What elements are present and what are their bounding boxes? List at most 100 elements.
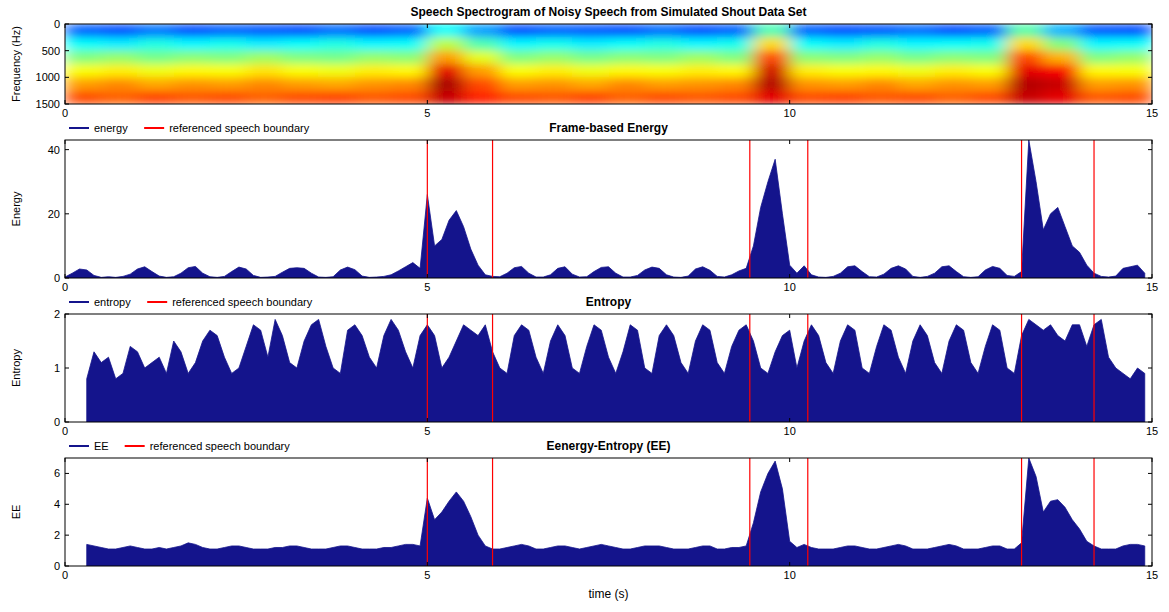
x-tick	[789, 274, 790, 278]
cell	[210, 91, 247, 104]
cell	[101, 24, 138, 38]
cell	[898, 91, 935, 104]
cell	[790, 91, 827, 104]
y-axis-title: Frequency (Hz)	[10, 26, 22, 102]
cell	[1043, 24, 1080, 38]
boundary-line	[749, 458, 750, 566]
cell	[717, 37, 754, 51]
cell	[681, 77, 718, 91]
area	[65, 140, 1145, 278]
cell	[971, 77, 1008, 91]
cell	[681, 37, 718, 51]
cell	[935, 77, 972, 91]
cell	[826, 24, 863, 38]
y-tick	[1148, 213, 1152, 214]
x-tick	[65, 562, 66, 566]
cell	[1080, 37, 1117, 51]
y-tick-label: 1	[54, 362, 60, 374]
cell	[935, 91, 972, 104]
x-tick-label: 15	[1146, 107, 1158, 119]
cell	[681, 91, 718, 104]
plot-area	[65, 140, 1145, 278]
y-tick	[1148, 566, 1152, 567]
cell	[572, 77, 609, 91]
cell	[246, 91, 283, 104]
cell	[137, 24, 174, 38]
cell	[1007, 37, 1044, 51]
legend-label: referenced speech boundary	[169, 122, 310, 134]
cell	[101, 51, 138, 65]
x-tick-label: 0	[62, 107, 68, 119]
boundary-line	[1093, 314, 1094, 422]
frame	[65, 314, 1152, 422]
cell	[790, 51, 827, 65]
cell	[391, 37, 428, 51]
cell	[862, 24, 899, 38]
cell	[65, 64, 102, 78]
legend-label: referenced speech boundary	[172, 296, 313, 308]
y-tick	[1148, 368, 1152, 369]
y-tick-label: 2	[54, 529, 60, 541]
cell	[246, 64, 283, 78]
cell	[753, 64, 790, 78]
y-tick	[1148, 104, 1152, 105]
cell	[536, 64, 573, 78]
title: Frame-based Energy	[549, 121, 668, 135]
area	[87, 319, 1145, 422]
x-tick	[427, 418, 428, 422]
cell	[355, 77, 392, 91]
title: Speech Spectrogram of Noisy Speech from …	[410, 5, 806, 19]
cell	[391, 91, 428, 104]
x-tick	[1152, 562, 1153, 566]
y-tick	[65, 535, 69, 536]
legend-label: energy	[94, 122, 128, 134]
x-tick-label: 5	[424, 107, 430, 119]
y-tick	[1148, 24, 1152, 25]
cell	[790, 64, 827, 78]
legend-swatch	[69, 445, 89, 447]
cell	[427, 24, 464, 38]
y-tick	[1148, 149, 1152, 150]
y-axis-title: Entropy	[10, 349, 22, 387]
cell	[862, 37, 899, 51]
cell	[246, 37, 283, 51]
cell	[319, 37, 356, 51]
y-tick-label: 20	[48, 208, 60, 220]
cell	[1043, 64, 1080, 78]
x-tick	[65, 418, 66, 422]
cell	[572, 91, 609, 104]
x-tick-label: 0	[62, 425, 68, 437]
frame	[65, 24, 1152, 104]
boundary-line	[427, 314, 428, 422]
x-tick	[789, 562, 790, 566]
x-tick-label: 10	[784, 569, 796, 581]
y-tick	[1148, 473, 1152, 474]
cell	[609, 51, 646, 65]
y-tick	[65, 566, 69, 567]
legend-label: EE	[94, 440, 109, 452]
x-tick	[427, 24, 428, 28]
y-tick-label: 0	[54, 272, 60, 284]
cell	[282, 64, 319, 78]
x-tick	[789, 418, 790, 422]
cell	[319, 64, 356, 78]
x-tick	[65, 458, 66, 462]
cell	[971, 91, 1008, 104]
cell	[645, 64, 682, 78]
legend-swatch	[144, 127, 164, 129]
cell	[1043, 37, 1080, 51]
cell	[500, 24, 537, 38]
x-tick	[1152, 274, 1153, 278]
frame	[65, 140, 1152, 278]
cell	[210, 37, 247, 51]
x-tick	[427, 140, 428, 144]
cell	[210, 24, 247, 38]
y-axis-title: EE	[10, 505, 22, 520]
boundary-line	[492, 140, 493, 278]
area	[87, 458, 1145, 566]
cell	[464, 37, 501, 51]
cell	[898, 24, 935, 38]
cell	[971, 64, 1008, 78]
cell	[355, 64, 392, 78]
cell	[391, 64, 428, 78]
